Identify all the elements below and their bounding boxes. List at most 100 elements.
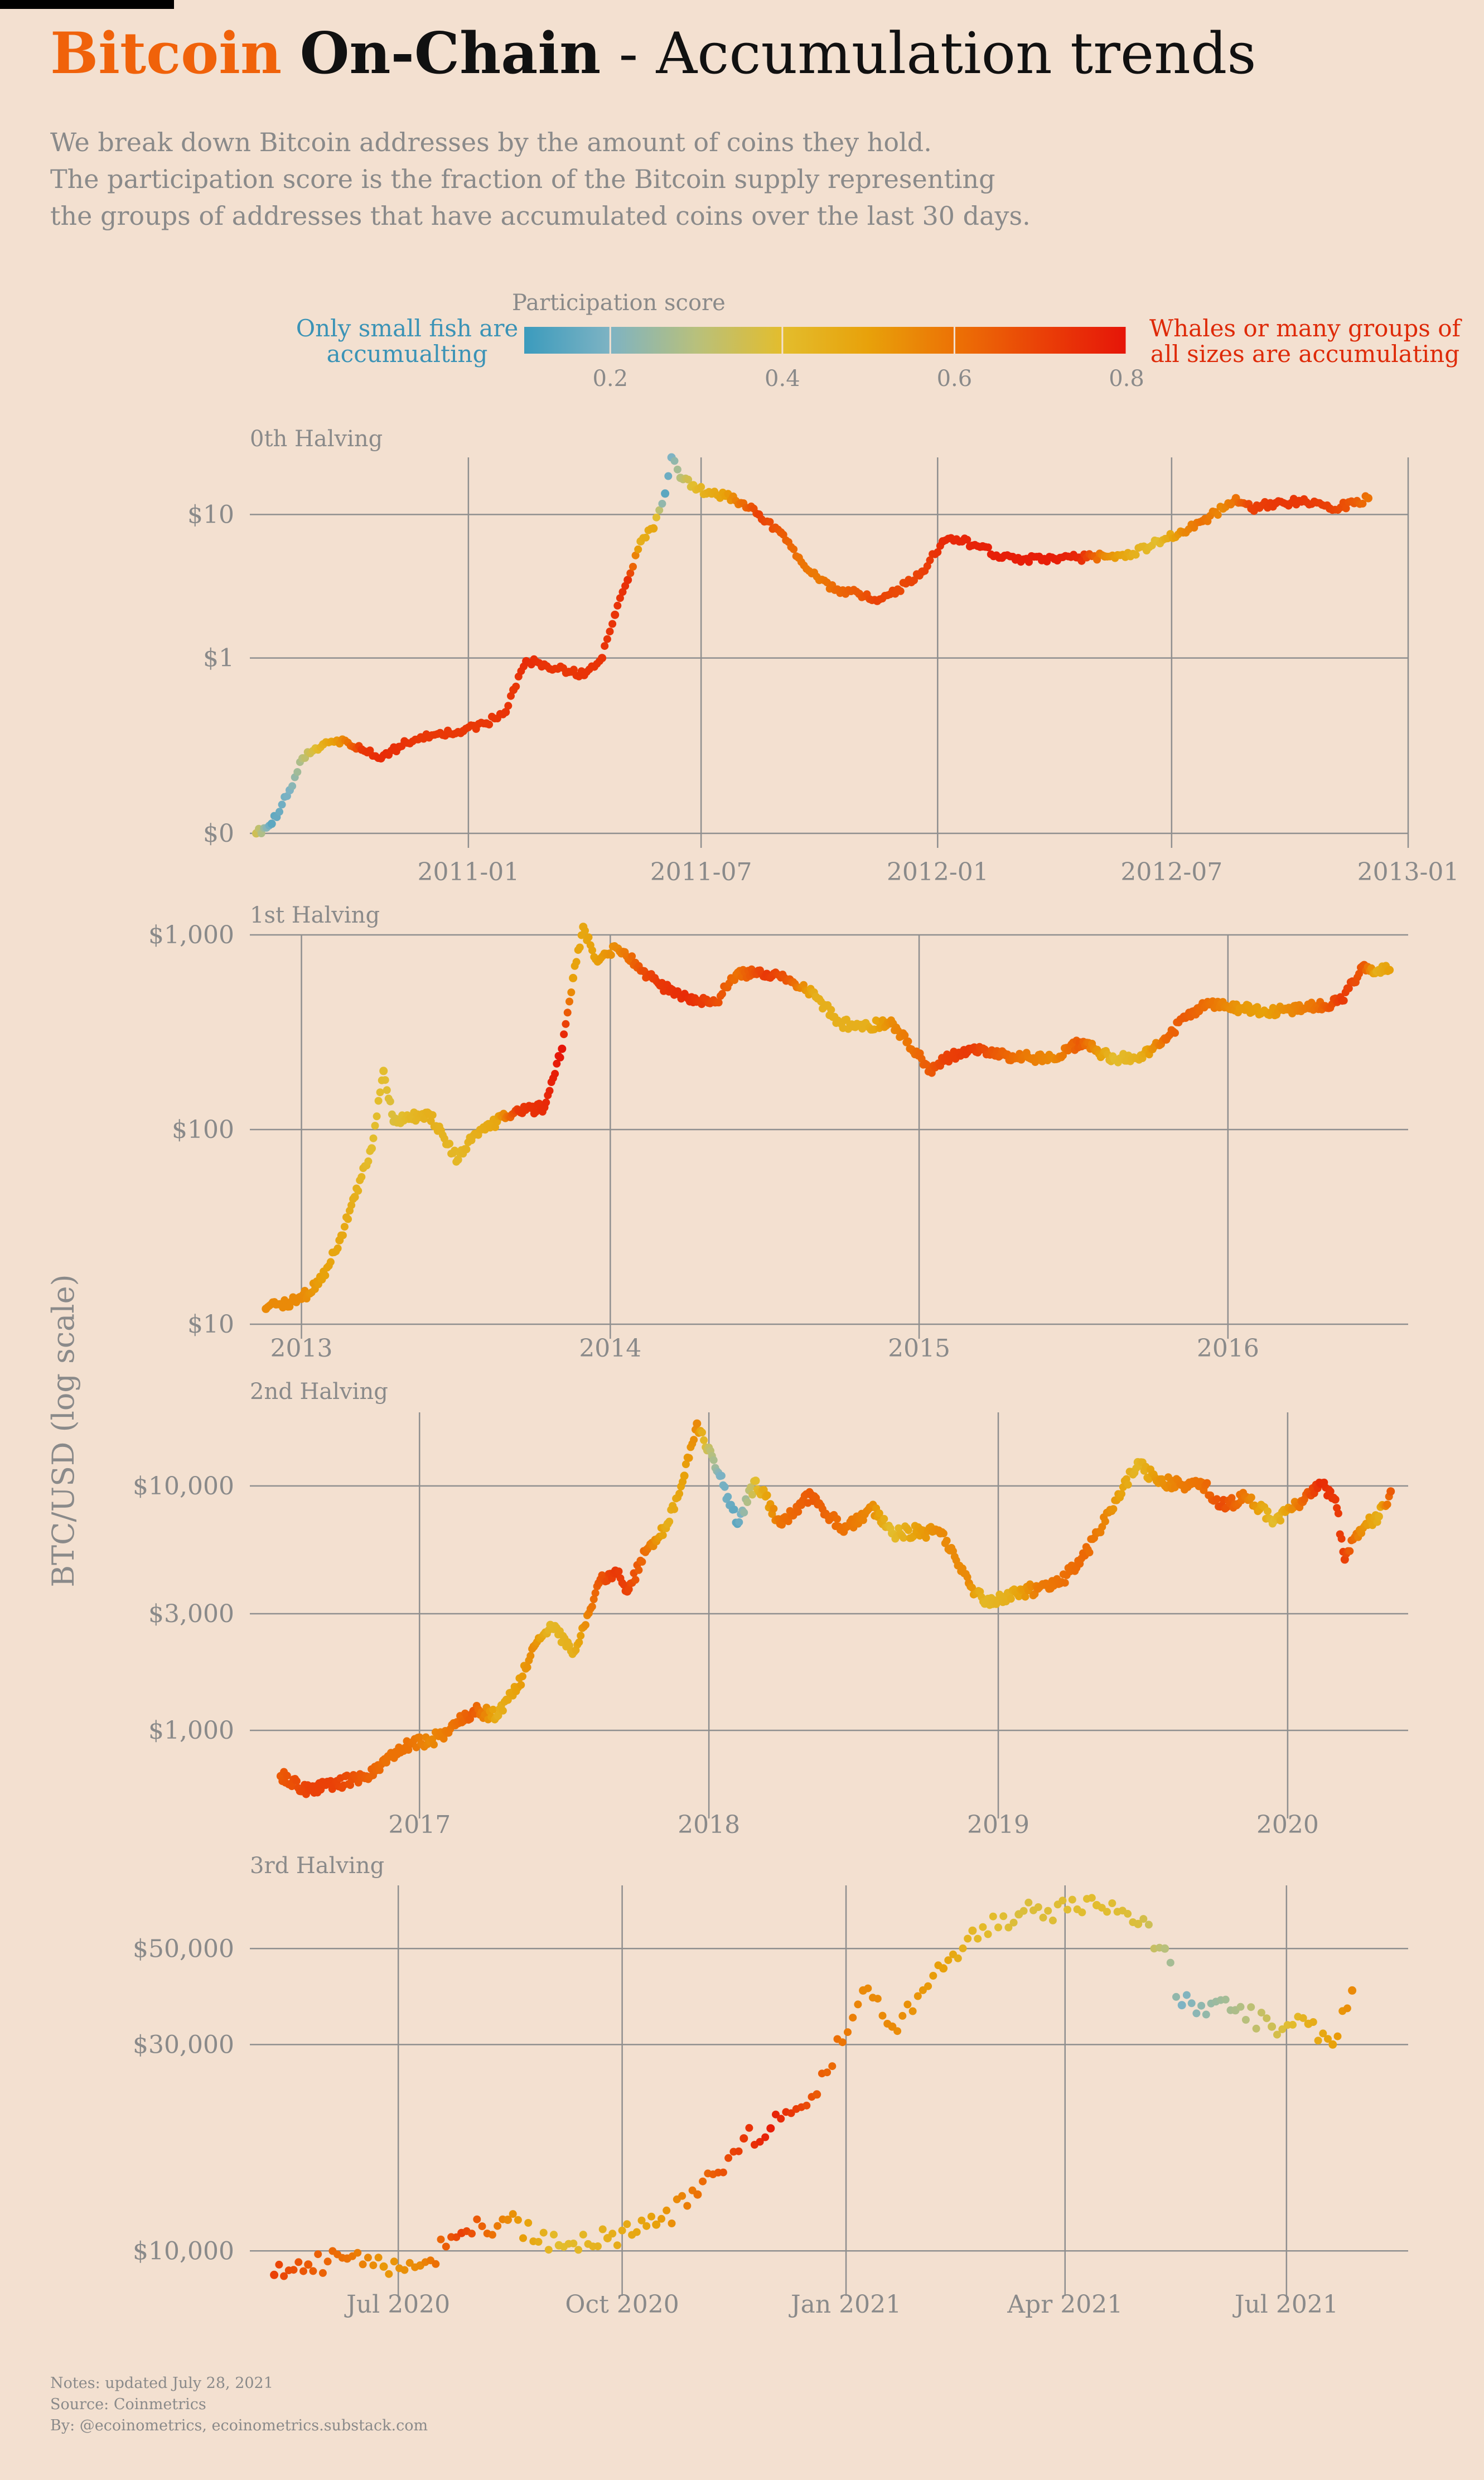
data-point [288,1782,296,1791]
title-on-chain: On-Chain [299,20,601,87]
data-point [1108,1899,1116,1907]
data-point [766,2124,775,2133]
data-point [267,819,276,828]
data-point [1124,1909,1132,1918]
x-tick-label: 2011-01 [417,858,519,886]
data-point [934,548,942,556]
data-point [288,782,297,790]
data-point [1214,511,1222,519]
data-point [293,768,302,776]
data-point [598,654,607,663]
data-point [1326,1487,1335,1495]
data-point [1331,1495,1340,1504]
data-point [675,1489,684,1498]
data-point [1015,1592,1023,1600]
data-point [721,1483,729,1491]
data-point [550,2231,558,2239]
data-point [485,720,494,728]
data-point [1299,2014,1307,2022]
data-point [766,518,774,526]
data-point [668,2220,676,2227]
data-point [637,2216,646,2225]
data-point [823,2068,832,2077]
data-point [569,2240,578,2247]
data-point [1109,1505,1118,1513]
data-point [1386,1487,1395,1496]
y-tick-label: $1 [203,644,234,673]
data-point [428,1111,437,1119]
data-point [763,1491,771,1499]
data-point [1383,1500,1391,1509]
data-point [569,973,578,982]
data-point [488,2231,496,2239]
data-point [642,533,650,542]
data-point [1333,2032,1342,2040]
data-point [743,1498,752,1506]
data-point [1324,2035,1332,2043]
data-point [984,1930,992,1938]
data-point [659,1531,667,1540]
x-tick-label: 2013 [270,1334,333,1363]
data-point [292,1777,301,1785]
data-point [359,2260,367,2269]
data-point [369,2261,378,2270]
data-point [611,610,620,619]
data-point [1346,1547,1354,1555]
data-point [432,2260,440,2268]
data-point [989,1912,997,1921]
data-point [517,1681,525,1689]
data-point [901,1031,909,1039]
data-point [1263,2014,1271,2023]
data-point [1319,2029,1327,2038]
data-point [542,1098,550,1107]
data-point [1187,1999,1196,2008]
data-point [623,2220,631,2228]
data-point [1374,1512,1383,1521]
data-point [1019,1907,1028,1915]
data-point [603,635,611,643]
data-point [560,1030,568,1039]
data-point [631,551,640,559]
data-point [698,1429,706,1436]
data-point [574,2246,583,2254]
data-point [613,2241,621,2250]
x-tick-label: 2016 [1197,1334,1259,1363]
data-point [864,1984,872,1992]
data-point [878,2011,887,2020]
data-point [761,2133,770,2141]
data-point [304,2260,313,2269]
data-point [539,2228,548,2237]
data-point [385,2270,393,2278]
data-point [507,692,515,700]
data-point [658,500,666,508]
data-point [509,2210,517,2218]
data-point [670,1505,679,1513]
data-point [1202,2010,1210,2019]
data-point [718,990,726,998]
data-point [849,2014,857,2022]
data-point [642,2222,651,2230]
data-point [270,2270,279,2279]
data-point [939,1530,948,1538]
x-tick-label: Oct 2020 [565,2290,679,2319]
x-tick-label: 2018 [678,1811,740,1839]
data-point [608,2230,617,2238]
x-tick-label: Jul 2020 [344,2290,450,2319]
x-tick-label: Jul 2021 [1232,2290,1338,2319]
data-point [833,1515,842,1523]
data-point [350,1193,359,1202]
y-tick-label: $3,000 [148,1600,234,1628]
data-point [1007,1595,1015,1603]
y-tick-label: $0 [203,819,234,848]
data-point [1213,1495,1221,1503]
data-point [1004,1923,1013,1932]
legend-left-label: Only small fish are accumualting [296,315,519,368]
colorbar [524,327,1127,354]
data-point [984,543,992,552]
data-point [717,1471,726,1480]
data-point [790,545,798,553]
data-point [1355,969,1363,978]
data-point [1118,1490,1125,1498]
data-point [1058,1897,1067,1905]
data-point [678,2192,687,2200]
